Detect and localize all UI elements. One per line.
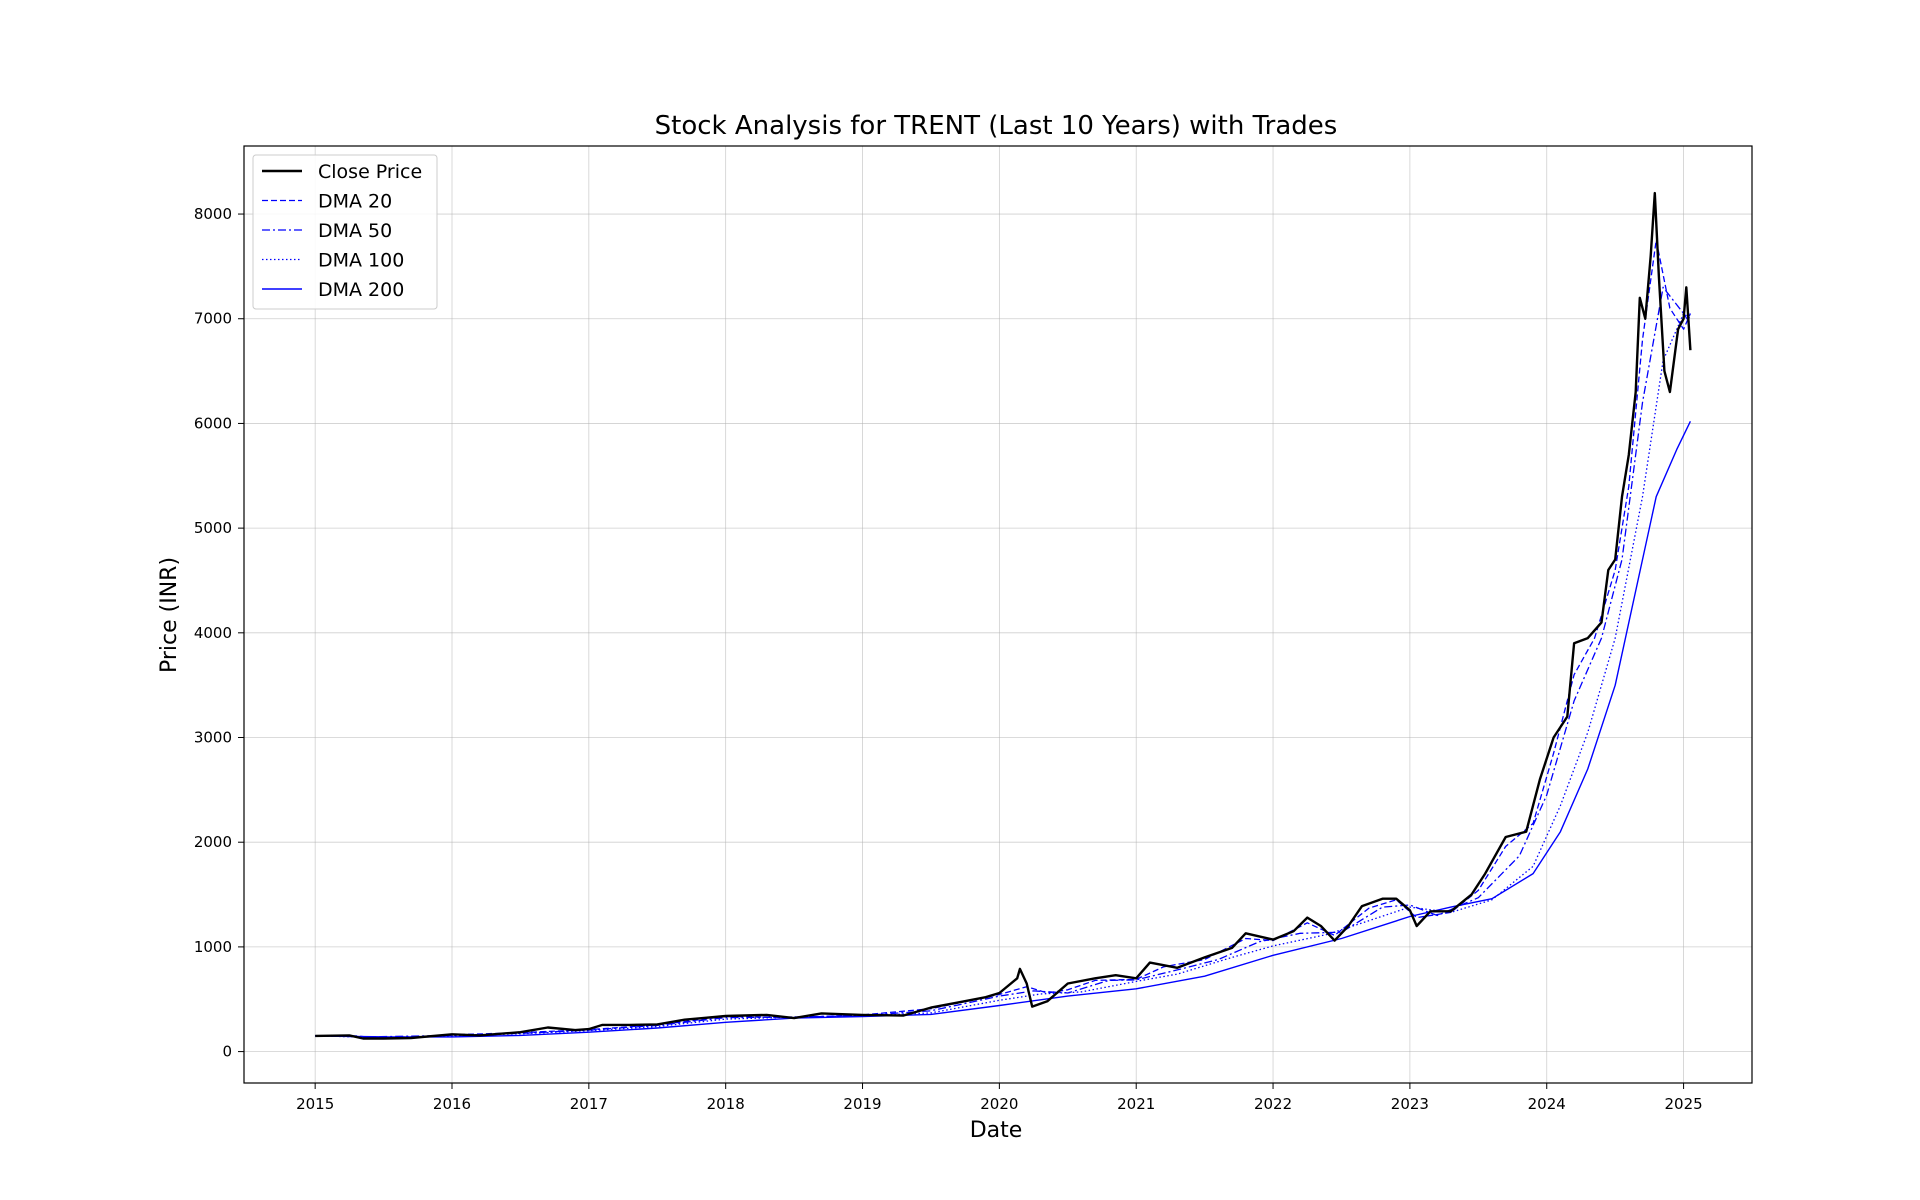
grid	[244, 146, 1752, 1083]
legend-box	[252, 154, 438, 310]
y-tick-label: 6000	[194, 414, 232, 432]
y-tick-label: 1000	[194, 938, 232, 956]
x-axis-title: Date	[970, 1118, 1023, 1143]
x-tick-label: 2016	[433, 1095, 471, 1113]
x-tick-label: 2021	[1117, 1095, 1155, 1113]
chart-title: Stock Analysis for TRENT (Last 10 Years)…	[655, 111, 1338, 141]
legend-label-close-price: Close Price	[318, 161, 422, 183]
x-tick-label: 2015	[296, 1095, 334, 1113]
y-tick-label: 7000	[194, 310, 232, 328]
y-tick-label: 0	[222, 1043, 232, 1061]
x-tick-label: 2022	[1254, 1095, 1292, 1113]
legend-label-dma-100: DMA 100	[318, 250, 404, 272]
y-tick-label: 8000	[194, 205, 232, 223]
legend-label-dma-20: DMA 20	[318, 191, 392, 213]
x-tick-label: 2017	[570, 1095, 608, 1113]
x-tick-label: 2020	[980, 1095, 1018, 1113]
y-tick-label: 3000	[194, 729, 232, 747]
legend: Close Price DMA 20 DMA 50 DMA 100 DMA 200	[252, 154, 438, 310]
series-layer	[315, 191, 1692, 1040]
y-tick-label: 2000	[194, 833, 232, 851]
x-tick-label: 2019	[843, 1095, 881, 1113]
plot-frame	[243, 145, 1753, 1084]
x-tick-label: 2024	[1528, 1095, 1566, 1113]
dma-200-line	[315, 420, 1692, 1038]
x-tick-label: 2018	[707, 1095, 745, 1113]
y-axis: 0 1000 2000 3000 4000 5000 6000 7000 8000	[194, 205, 244, 1061]
x-tick-label: 2025	[1664, 1095, 1702, 1113]
legend-label-dma-200: DMA 200	[318, 279, 404, 301]
close-price-line	[315, 191, 1692, 1040]
y-tick-label: 4000	[194, 624, 232, 642]
x-axis: 2015 2016 2017 2018 2019 2020 2021 2022 2023 2024…	[296, 1083, 1703, 1113]
y-axis-title: Price (INR)	[157, 557, 182, 673]
dma-50-line	[315, 286, 1691, 1038]
y-tick-label: 5000	[194, 519, 232, 537]
legend-label-dma-50: DMA 50	[318, 220, 392, 242]
x-tick-label: 2023	[1391, 1095, 1429, 1113]
